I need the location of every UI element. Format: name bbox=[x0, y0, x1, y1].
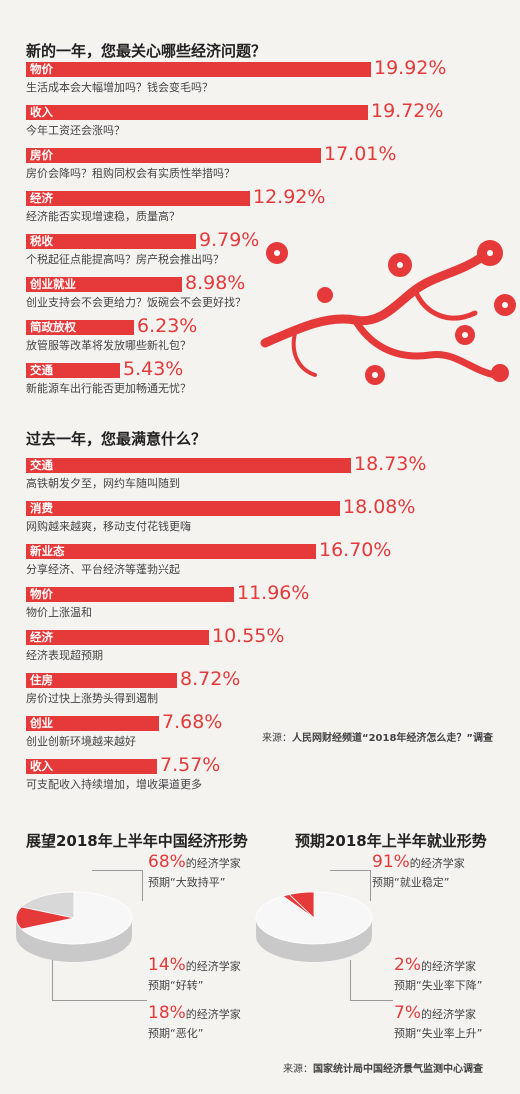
bar-description: 高铁朝发夕至，网约车随叫随到 bbox=[26, 477, 180, 490]
bar-value-label: 9.79% bbox=[199, 229, 260, 251]
bar-description: 房价会降吗？租购同权会有实质性举措吗？ bbox=[26, 167, 235, 180]
bar-description: 可支配收入持续增加，增收渠道更多 bbox=[26, 778, 202, 791]
bar: 经济 bbox=[26, 630, 209, 645]
bar: 交通 bbox=[26, 458, 351, 473]
bar-label: 物价 bbox=[30, 587, 53, 601]
pie1-annotation-3: 18%的经济学家 预期“恶化” bbox=[148, 1003, 241, 1040]
bar-label: 经济 bbox=[30, 630, 53, 644]
bar-value-label: 18.73% bbox=[354, 453, 427, 475]
bar-value-label: 5.43% bbox=[123, 358, 184, 380]
bar-value-label: 8.72% bbox=[180, 668, 241, 690]
bar: 收入 bbox=[26, 105, 368, 120]
bar-label: 简政放权 bbox=[30, 320, 76, 334]
pie1-annotation-2: 14%的经济学家 预期“好转” bbox=[148, 955, 241, 992]
bar-value-label: 18.08% bbox=[343, 496, 416, 518]
bar-description: 新能源车出行能否更加畅通无忧？ bbox=[26, 382, 191, 395]
bar: 房价 bbox=[26, 148, 321, 163]
bar-value-label: 17.01% bbox=[324, 143, 397, 165]
bar-label: 收入 bbox=[30, 759, 53, 773]
section2-title: 过去一年，您最满意什么？ bbox=[26, 430, 207, 448]
bar-description: 今年工资还会涨吗？ bbox=[26, 124, 125, 137]
bar-value-label: 12.92% bbox=[253, 186, 326, 208]
pie2-annotation-2: 2%的经济学家 预期“失业率下降” bbox=[394, 955, 483, 992]
bar-label: 创业就业 bbox=[30, 277, 76, 291]
pie-slice bbox=[15, 906, 75, 930]
bar: 新业态 bbox=[26, 544, 316, 559]
bar: 简政放权 bbox=[26, 320, 134, 335]
leader-line bbox=[330, 870, 371, 901]
pie2-annotation-1: 91%的经济学家 预期“就业稳定” bbox=[372, 852, 465, 889]
bar: 收入 bbox=[26, 759, 157, 774]
pie-slice bbox=[288, 891, 315, 919]
bar-label: 房价 bbox=[30, 148, 53, 162]
bar-label: 经济 bbox=[30, 191, 53, 205]
bar: 住房 bbox=[26, 673, 177, 688]
bar-description: 分享经济、平台经济等蓬勃兴起 bbox=[26, 563, 180, 576]
bar-value-label: 7.68% bbox=[162, 711, 223, 733]
bar-label: 物价 bbox=[30, 62, 53, 76]
bar-value-label: 16.70% bbox=[319, 539, 392, 561]
bar-description: 创业创新环境越来越好 bbox=[26, 735, 136, 748]
pie-slice bbox=[20, 891, 133, 945]
pie-slice bbox=[20, 891, 75, 919]
bar-value-label: 19.92% bbox=[374, 57, 447, 79]
bar-label: 新业态 bbox=[30, 544, 65, 558]
bar-description: 经济表现超预期 bbox=[26, 649, 103, 662]
bar-label: 交通 bbox=[30, 458, 53, 472]
source-note-2: 来源：国家统计局中国经济景气监测中心调查 bbox=[283, 1064, 483, 1075]
pie1-title: 展望2018年上半年中国经济形势 bbox=[26, 832, 248, 850]
bar-label: 创业 bbox=[30, 716, 53, 730]
bar-description: 生活成本会大幅增加吗？钱会变毛吗？ bbox=[26, 81, 213, 94]
bar: 税收 bbox=[26, 234, 196, 249]
bar-value-label: 6.23% bbox=[137, 315, 198, 337]
plum-blossom-decoration bbox=[260, 240, 516, 385]
leader-line bbox=[52, 960, 147, 1001]
bar-description: 物价上涨温和 bbox=[26, 606, 92, 619]
leader-line bbox=[92, 870, 143, 901]
bar-label: 税收 bbox=[30, 234, 53, 248]
employment-pie-chart bbox=[255, 891, 373, 962]
bar-label: 消费 bbox=[30, 501, 53, 515]
bar: 物价 bbox=[26, 587, 234, 602]
bar-description: 网购越来越爽，移动支付花钱更嗨 bbox=[26, 520, 191, 533]
bar-description: 经济能否实现增速稳，质量高？ bbox=[26, 210, 180, 223]
bar-label: 住房 bbox=[30, 673, 53, 687]
pie1-annotation-1: 68%的经济学家 预期“大致持平” bbox=[148, 852, 241, 889]
bar-label: 收入 bbox=[30, 105, 53, 119]
economy-pie-chart bbox=[15, 891, 133, 962]
bar-value-label: 8.98% bbox=[185, 272, 246, 294]
bar-label: 交通 bbox=[30, 363, 53, 377]
source-note-1: 来源：人民网财经频道“2018年经济怎么走？”调查 bbox=[262, 733, 493, 744]
pie2-annotation-3: 7%的经济学家 预期“失业率上升” bbox=[394, 1003, 483, 1040]
bar-value-label: 19.72% bbox=[371, 100, 444, 122]
bar-description: 房价过快上涨势头得到遏制 bbox=[26, 692, 158, 705]
bar-description: 创业支持会不会更给力？饭碗会不会更好找？ bbox=[26, 296, 246, 309]
pie2-title: 预期2018年上半年就业形势 bbox=[295, 832, 487, 850]
bar: 物价 bbox=[26, 62, 371, 77]
leader-line bbox=[350, 960, 393, 1001]
bar-value-label: 11.96% bbox=[237, 582, 310, 604]
bar-description: 放管服等改革将发放哪些新礼包？ bbox=[26, 339, 191, 352]
bar-description: 个税起征点能提高吗？房产税会推出吗？ bbox=[26, 253, 224, 266]
bar: 创业 bbox=[26, 716, 159, 731]
bar: 经济 bbox=[26, 191, 250, 206]
bar-value-label: 7.57% bbox=[160, 754, 221, 776]
section1-title: 新的一年，您最关心哪些经济问题？ bbox=[26, 42, 267, 60]
bar: 交通 bbox=[26, 363, 120, 378]
bar-value-label: 10.55% bbox=[212, 625, 285, 647]
bar: 消费 bbox=[26, 501, 340, 516]
bar: 创业就业 bbox=[26, 277, 182, 292]
